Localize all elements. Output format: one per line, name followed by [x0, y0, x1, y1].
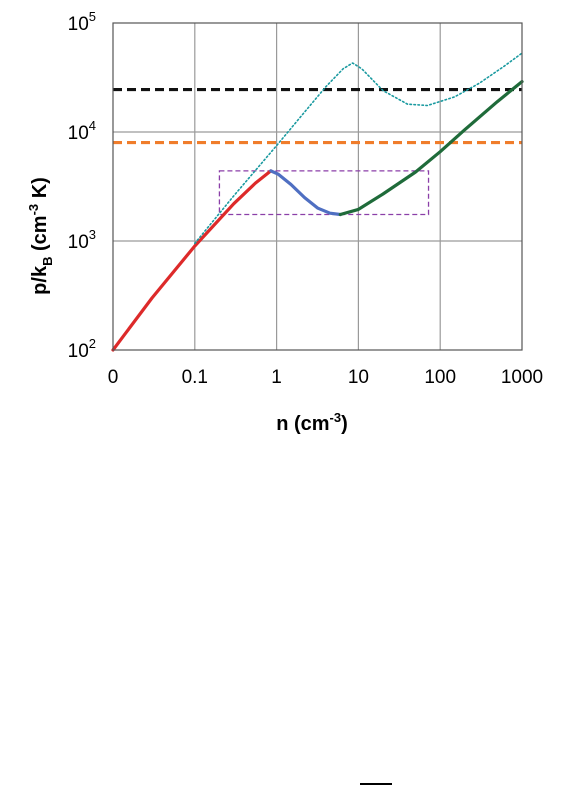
series-line-4	[194, 52, 523, 245]
x-tick-label: 1	[271, 367, 282, 388]
plot-frame	[112, 22, 523, 351]
x-tick-label: 1000	[501, 367, 543, 388]
x-tick-label: 0	[108, 367, 119, 388]
grid	[113, 23, 522, 350]
x-tick-label: 0.1	[182, 367, 208, 388]
series-line-3	[338, 79, 524, 217]
y-axis-label: p/kB (cm-3 K)	[26, 177, 55, 295]
highlight-box	[218, 170, 430, 216]
series-line-2	[269, 169, 342, 217]
y-tick-label: 103	[68, 227, 96, 253]
x-tick-label: 10	[348, 367, 369, 388]
y-tick-label: 102	[68, 336, 96, 362]
footer-rule	[360, 783, 392, 785]
x-axis-label: n (cm-3)	[276, 410, 348, 435]
series-group	[111, 52, 524, 352]
series-line-1	[111, 169, 273, 352]
x-tick-labels: 0 0.1 1 10 100 1000	[108, 367, 543, 388]
y-tick-labels: 102 103 104 105	[68, 9, 96, 362]
reference-lines	[113, 87, 522, 216]
y-tick-label: 105	[68, 9, 96, 35]
x-tick-label: 100	[424, 367, 456, 388]
y-tick-label: 104	[68, 118, 96, 144]
